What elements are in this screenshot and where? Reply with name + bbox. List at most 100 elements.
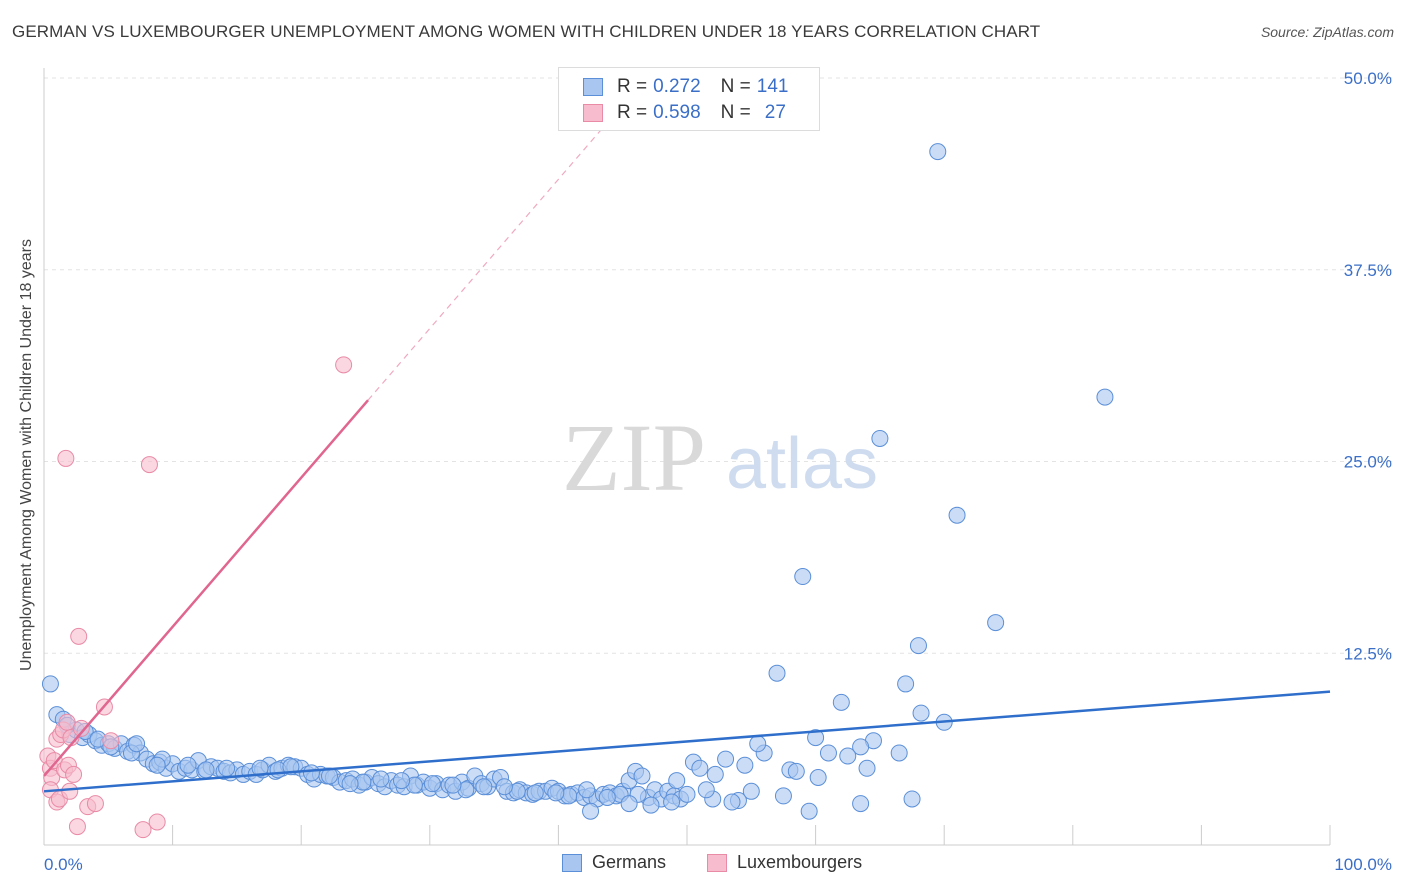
luxembourger-point [61, 782, 79, 800]
germans-trendline [43, 690, 1331, 793]
german-point [582, 802, 600, 820]
germans-legend-label: Germans [592, 852, 667, 872]
german-point [372, 770, 390, 788]
german-point [890, 744, 908, 762]
german-point [475, 778, 493, 796]
luxembourgers-trendline [43, 399, 370, 777]
germans-r-value: 0.272 [653, 76, 701, 97]
luxembourgers-swatch [583, 104, 603, 122]
german-point [912, 704, 930, 722]
german-point [678, 785, 696, 803]
german-point [929, 143, 947, 161]
german-point [742, 782, 760, 800]
luxembourger-point [72, 719, 90, 737]
axes [43, 68, 1331, 846]
r-label: R = [617, 76, 648, 97]
luxembourgers-r-value: 0.598 [653, 102, 701, 123]
german-point [787, 762, 805, 780]
germans-n-value: 141 [756, 76, 789, 97]
german-point [1096, 388, 1114, 406]
germans-legend-swatch [562, 853, 582, 872]
german-point [341, 775, 359, 793]
luxembourger-point [134, 821, 152, 839]
german-point [444, 776, 462, 794]
german-point [495, 778, 513, 796]
german-point [179, 756, 197, 774]
correlation-legend: R = 0.272 N = 141 R = 0.598 N = 27 [558, 67, 820, 131]
german-point [578, 781, 596, 799]
german-point [668, 772, 686, 790]
german-point [697, 781, 715, 799]
german-point [526, 784, 544, 802]
german-point [251, 759, 269, 777]
german-point [819, 744, 837, 762]
luxembourger-point [140, 456, 158, 474]
german-point [598, 788, 616, 806]
german-point [852, 738, 870, 756]
german-point [800, 802, 818, 820]
german-point [218, 759, 236, 777]
german-point [774, 787, 792, 805]
source-label: Source: ZipAtlas.com [1260, 24, 1394, 40]
y-tick-label: 25.0% [1344, 453, 1392, 472]
y-tick-label: 50.0% [1344, 69, 1392, 88]
german-point [547, 784, 565, 802]
german-point [794, 568, 812, 586]
luxembourgers-n-value: 27 [764, 102, 786, 123]
y-tick-label: 12.5% [1344, 644, 1392, 663]
luxembourgers-trendline-extension [367, 126, 604, 401]
tick-labels: 12.5% 25.0% 37.5% 50.0% 0.0% 100.0% [44, 69, 1392, 874]
german-point [871, 429, 889, 447]
german-point [723, 793, 741, 811]
german-point [633, 767, 651, 785]
watermark: ZIP atlas [562, 404, 878, 511]
german-point [393, 772, 411, 790]
german-point [768, 664, 786, 682]
luxembourgers-legend-swatch [707, 853, 727, 872]
german-point [858, 759, 876, 777]
gridlines [44, 77, 1392, 654]
r-label: R = [617, 102, 648, 123]
german-point [128, 735, 146, 753]
german-point [706, 765, 724, 783]
german-point [809, 769, 827, 787]
german-point [903, 790, 921, 808]
watermark-zip: ZIP [562, 404, 706, 511]
german-point [807, 729, 825, 747]
legend-item-luxembourgers[interactable]: Luxembourgers [707, 852, 862, 873]
german-point [948, 506, 966, 524]
trendlines [43, 126, 1331, 793]
luxembourger-point [70, 627, 88, 645]
german-point [736, 756, 754, 774]
watermark-atlas: atlas [726, 424, 878, 504]
german-point [41, 675, 59, 693]
german-point [832, 693, 850, 711]
legend-row-germans: R = 0.272 N = 141 [583, 75, 794, 99]
x-tick-label: 0.0% [44, 855, 83, 874]
german-point [663, 793, 681, 811]
german-point [717, 750, 735, 768]
german-point [691, 759, 709, 777]
german-point [302, 764, 320, 782]
n-label: N = [720, 76, 751, 97]
chart-title: GERMAN VS LUXEMBOURGER UNEMPLOYMENT AMON… [12, 22, 1041, 41]
luxembourger-point [102, 732, 120, 750]
luxembourger-point [58, 713, 76, 731]
legend-row-luxembourgers: R = 0.598 N = 27 [583, 101, 792, 125]
german-point [852, 795, 870, 813]
legend-item-germans[interactable]: Germans [562, 852, 666, 873]
luxembourger-point [65, 765, 83, 783]
n-label: N = [720, 102, 751, 123]
luxembourger-point [335, 356, 353, 374]
german-point [642, 796, 660, 814]
german-point [749, 735, 767, 753]
german-point [987, 614, 1005, 632]
german-point [197, 761, 215, 779]
luxembourger-point [68, 818, 86, 836]
luxembourger-point [86, 795, 104, 813]
luxembourgers-legend-label: Luxembourgers [737, 852, 863, 872]
y-tick-label: 37.5% [1344, 261, 1392, 280]
luxembourger-point [57, 449, 75, 467]
german-point [620, 795, 638, 813]
